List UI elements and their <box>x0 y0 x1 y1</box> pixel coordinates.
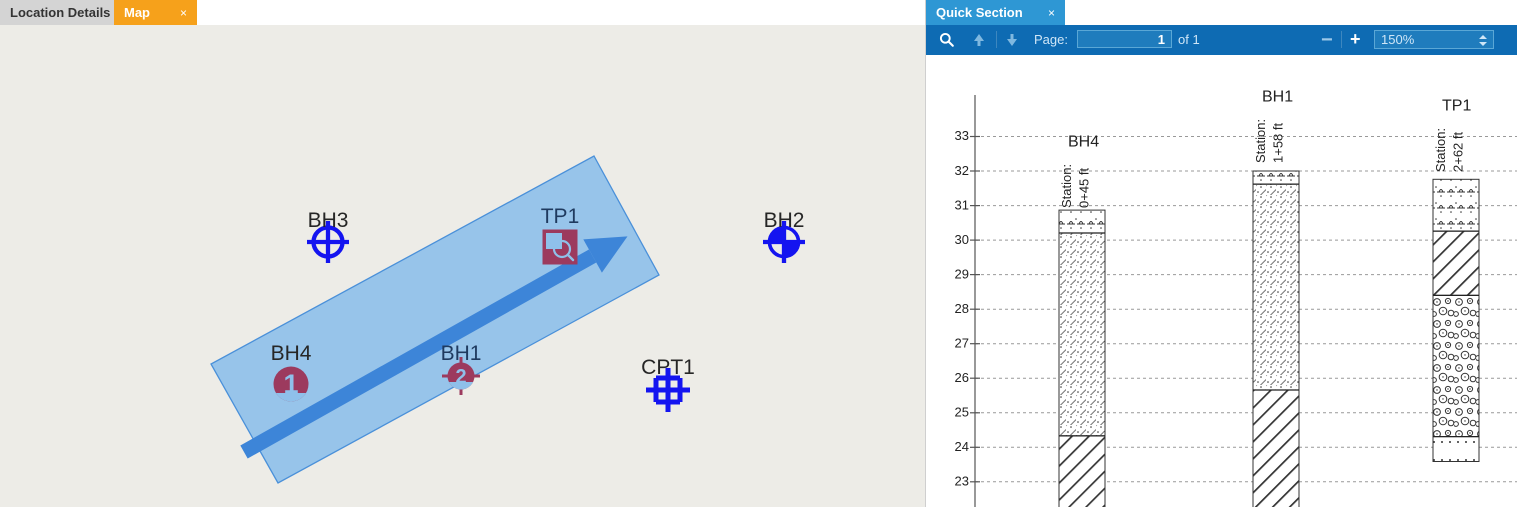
svg-text:BH4: BH4 <box>271 342 312 365</box>
svg-text:TP1: TP1 <box>1442 98 1471 115</box>
svg-text:25: 25 <box>955 405 969 420</box>
svg-text:BH1: BH1 <box>1262 89 1293 106</box>
svg-text:24: 24 <box>955 439 969 454</box>
svg-text:0+45 ft: 0+45 ft <box>1077 167 1092 208</box>
svg-text:30: 30 <box>955 232 969 247</box>
svg-text:2: 2 <box>455 366 466 388</box>
svg-text:BH3: BH3 <box>308 209 349 232</box>
svg-text:2+62 ft: 2+62 ft <box>1451 131 1466 172</box>
svg-text:33: 33 <box>955 128 969 143</box>
svg-text:23: 23 <box>955 474 969 489</box>
svg-text:1: 1 <box>283 369 298 399</box>
svg-text:BH1: BH1 <box>441 342 482 365</box>
svg-text:1+58 ft: 1+58 ft <box>1271 122 1286 163</box>
svg-text:29: 29 <box>955 267 969 282</box>
svg-text:31: 31 <box>955 198 969 213</box>
svg-text:Station:: Station: <box>1059 164 1074 208</box>
svg-text:BH4: BH4 <box>1068 134 1099 151</box>
svg-text:32: 32 <box>955 163 969 178</box>
svg-text:27: 27 <box>955 336 969 351</box>
svg-text:TP1: TP1 <box>541 205 580 228</box>
svg-text:26: 26 <box>955 370 969 385</box>
svg-text:Station:: Station: <box>1253 119 1268 163</box>
svg-text:CPT1: CPT1 <box>641 356 695 379</box>
svg-text:Station:: Station: <box>1433 128 1448 172</box>
svg-text:28: 28 <box>955 301 969 316</box>
svg-text:BH2: BH2 <box>764 209 805 232</box>
